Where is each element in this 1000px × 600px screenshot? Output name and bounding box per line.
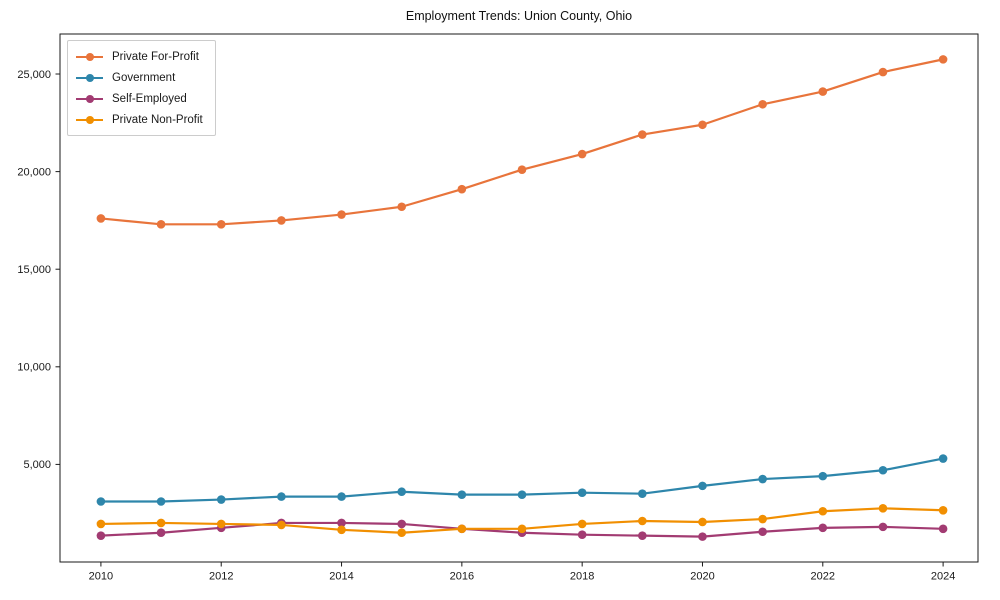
data-point-private-non-profit [698,517,707,527]
data-point-private-non-profit [216,519,226,529]
data-point-self-employed [337,518,346,528]
y-tick-label: 15,000 [17,264,51,276]
legend-marker-private-non-profit [76,115,103,124]
data-point-government [698,481,707,491]
y-tick-label: 25,000 [17,69,51,81]
y-tick-label: 20,000 [17,166,51,178]
data-point-private-for-profit [337,210,346,219]
data-point-private-for-profit [878,67,888,77]
data-point-private-for-profit [156,220,166,229]
data-point-private-for-profit [397,202,406,212]
y-tick-label: 5,000 [23,459,51,471]
legend: Private For-Profit Government Self-Employe… [67,40,216,136]
chart-title: Employment Trends: Union County, Ohio [405,9,633,23]
data-point-government [577,488,587,498]
data-point-government [517,490,527,499]
data-point-private-non-profit [397,528,406,538]
legend-marker-government [76,73,103,82]
data-point-self-employed [698,532,707,541]
data-point-government [758,474,767,484]
data-point-government [638,489,647,498]
x-tick-label: 2016 [450,571,474,583]
y-tick-label: 10,000 [17,362,51,374]
x-tick-label: 2014 [329,571,353,583]
data-point-private-for-profit [638,130,647,139]
data-point-government [938,454,948,463]
data-point-private-for-profit [517,165,527,174]
data-point-private-non-profit [758,514,767,524]
x-tick-label: 2022 [811,571,835,583]
data-point-private-for-profit [216,220,226,229]
data-point-self-employed [878,522,888,532]
data-point-government [457,490,467,499]
data-point-government [818,471,828,481]
axes-box [59,33,979,563]
x-tick-label: 2018 [570,571,594,583]
data-point-private-non-profit [337,525,346,535]
legend-item-private-non-profit: Private Non-Profit [76,109,203,130]
data-point-self-employed [96,531,106,540]
data-point-private-for-profit [818,87,828,96]
data-point-self-employed [758,527,767,537]
data-point-private-for-profit [457,184,467,194]
data-point-government [156,497,166,506]
data-point-private-non-profit [156,518,166,528]
series-line-private-for-profit [99,58,945,226]
data-point-self-employed [818,523,828,533]
data-point-private-for-profit [577,149,587,159]
legend-label: Self-Employed [112,92,187,105]
data-point-private-for-profit [277,216,286,225]
data-point-self-employed [156,528,166,538]
legend-marker-self-employed [76,94,103,103]
x-tick-label: 2024 [931,571,955,583]
data-point-private-non-profit [878,504,888,513]
data-point-private-non-profit [638,516,647,526]
legend-item-private-for-profit: Private For-Profit [76,46,203,67]
x-tick-label: 2010 [89,571,113,583]
data-point-private-for-profit [938,55,948,64]
data-point-government [337,492,346,501]
data-point-self-employed [638,531,647,540]
x-tick-label: 2020 [690,571,714,583]
data-point-private-for-profit [698,120,707,130]
data-point-private-non-profit [457,524,467,534]
data-point-private-non-profit [277,520,286,530]
data-point-government [397,487,406,497]
legend-label: Private Non-Profit [112,113,203,126]
data-point-self-employed [938,524,948,534]
data-point-government [277,492,286,501]
legend-item-self-employed: Self-Employed [76,88,203,109]
data-point-private-non-profit [938,505,948,515]
data-point-self-employed [397,519,406,529]
data-point-government [216,495,226,504]
data-point-self-employed [577,530,587,539]
legend-marker-private-for-profit [76,52,103,61]
legend-label: Government [112,71,176,84]
x-tick-label: 2012 [209,571,233,583]
data-point-private-non-profit [577,519,587,529]
legend-item-government: Government [76,67,203,88]
legend-label: Private For-Profit [112,50,199,63]
data-point-private-for-profit [96,214,106,223]
data-point-government [96,497,106,506]
data-point-private-non-profit [96,519,106,529]
data-point-government [878,465,888,475]
data-point-private-non-profit [517,524,527,534]
data-point-private-non-profit [818,506,828,516]
data-point-private-for-profit [758,99,767,109]
